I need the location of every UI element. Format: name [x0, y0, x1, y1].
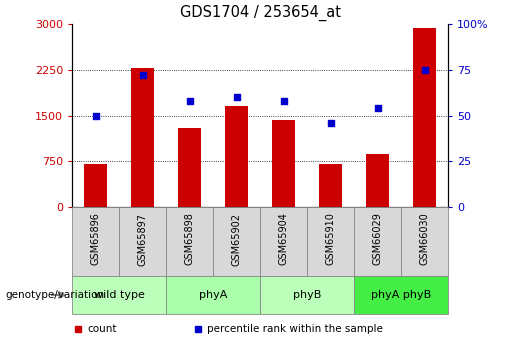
Text: genotype/variation: genotype/variation [5, 290, 104, 300]
Bar [413, 28, 436, 207]
Text: GSM66030: GSM66030 [420, 213, 430, 265]
Point [327, 120, 335, 126]
Bar [166, 207, 213, 276]
Point [185, 98, 194, 104]
Bar [72, 207, 119, 276]
Bar [178, 128, 201, 207]
Text: GSM65897: GSM65897 [138, 213, 148, 266]
Title: GDS1704 / 253654_at: GDS1704 / 253654_at [180, 5, 340, 21]
Bar [260, 207, 307, 276]
Bar [319, 164, 342, 207]
Text: GSM65904: GSM65904 [279, 213, 288, 265]
Text: count: count [87, 324, 116, 334]
Bar [272, 120, 295, 207]
Bar [166, 276, 260, 314]
Point [280, 98, 288, 104]
Point [92, 113, 100, 118]
Point [420, 67, 428, 72]
Text: GSM65898: GSM65898 [184, 213, 195, 265]
Bar [72, 276, 166, 314]
Bar [354, 276, 448, 314]
Bar [84, 164, 107, 207]
Bar [213, 207, 260, 276]
Bar [366, 154, 389, 207]
Text: phyA phyB: phyA phyB [371, 290, 431, 300]
Text: phyB: phyB [293, 290, 321, 300]
Text: GSM65910: GSM65910 [325, 213, 336, 265]
Bar [354, 207, 401, 276]
Text: wild type: wild type [94, 290, 145, 300]
Bar [307, 207, 354, 276]
Bar [225, 106, 248, 207]
Text: GSM65896: GSM65896 [91, 213, 100, 265]
Point [232, 95, 241, 100]
Text: GSM66029: GSM66029 [372, 213, 383, 265]
Bar [131, 68, 154, 207]
Point [139, 72, 147, 78]
Text: percentile rank within the sample: percentile rank within the sample [208, 324, 383, 334]
Bar [401, 207, 448, 276]
Bar [260, 276, 354, 314]
Text: phyA: phyA [199, 290, 227, 300]
Bar [119, 207, 166, 276]
Point [373, 106, 382, 111]
Text: GSM65902: GSM65902 [232, 213, 242, 266]
